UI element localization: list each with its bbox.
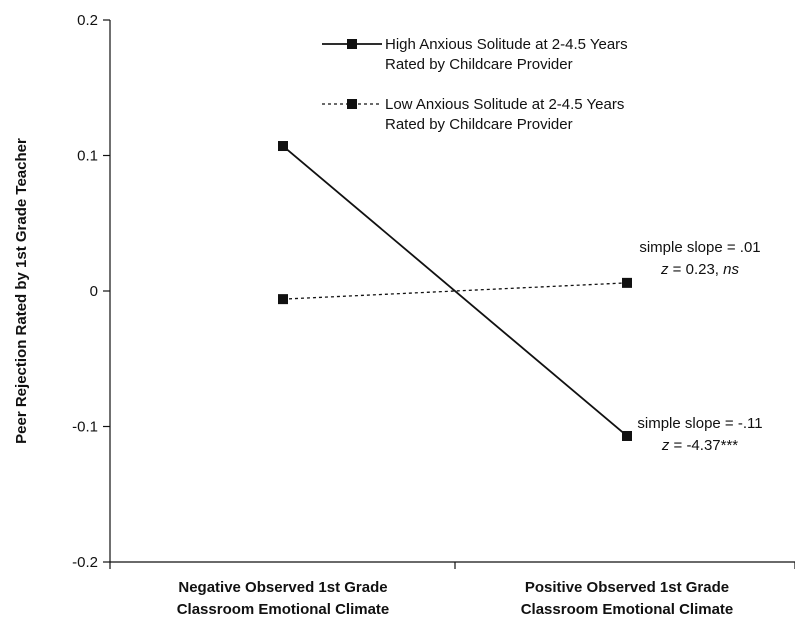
series-low-anxious-solitude — [278, 277, 632, 305]
legend-entry: High Anxious Solitude at 2-4.5 Years Rate… — [322, 36, 628, 73]
z-statistic-text: z = -4.37*** — [661, 437, 738, 454]
data-point-marker — [622, 277, 632, 288]
simple-slope-text: simple slope = .01 — [639, 239, 760, 256]
x-axis: Negative Observed 1st Grade Classroom Emo… — [109, 561, 795, 618]
y-tick-label: 0.1 — [77, 148, 98, 165]
series-line — [282, 145, 628, 437]
y-tick-label: -0.1 — [72, 419, 98, 436]
slope-annotation: simple slope = .01 z = 0.23, ns — [639, 239, 760, 278]
y-axis-label: Peer Rejection Rated by 1st Grade Teache… — [13, 138, 30, 444]
legend-label: Low Anxious Solitude at 2-4.5 Years Rated… — [385, 96, 624, 133]
legend: High Anxious Solitude at 2-4.5 Years Rate… — [322, 36, 628, 133]
simple-slope-text: simple slope = -.11 — [637, 415, 762, 432]
y-tick-label: 0 — [90, 283, 98, 300]
y-tick-label: 0.2 — [77, 12, 98, 29]
series-high-anxious-solitude — [278, 141, 632, 441]
series-layer — [278, 141, 632, 441]
x-category-label: Positive Observed 1st Grade Classroom Emo… — [521, 579, 734, 618]
annotations: simple slope = -.11z = -4.37***simple sl… — [637, 239, 762, 454]
legend-label: High Anxious Solitude at 2-4.5 Years Rate… — [385, 36, 628, 73]
legend-entry: Low Anxious Solitude at 2-4.5 Years Rated… — [322, 96, 624, 133]
data-point-marker — [278, 141, 288, 152]
legend-marker-swatch — [347, 99, 357, 109]
x-ticks: Negative Observed 1st Grade Classroom Emo… — [109, 562, 795, 618]
data-point-marker — [278, 294, 288, 305]
x-category-label: Negative Observed 1st Grade Classroom Emo… — [177, 579, 390, 618]
y-tick-label: -0.2 — [72, 554, 98, 571]
y-ticks: 0.2 0.1 0 -0.1 -0.2 — [72, 12, 110, 571]
y-axis: 0.2 0.1 0 -0.1 -0.2 Peer Rejection Rated by … — [13, 12, 111, 571]
z-statistic-text: z = 0.23, ns — [660, 261, 739, 278]
data-point-marker — [622, 430, 632, 441]
legend-marker-swatch — [347, 39, 357, 49]
slope-annotation: simple slope = -.11 z = -4.37*** — [637, 415, 762, 454]
